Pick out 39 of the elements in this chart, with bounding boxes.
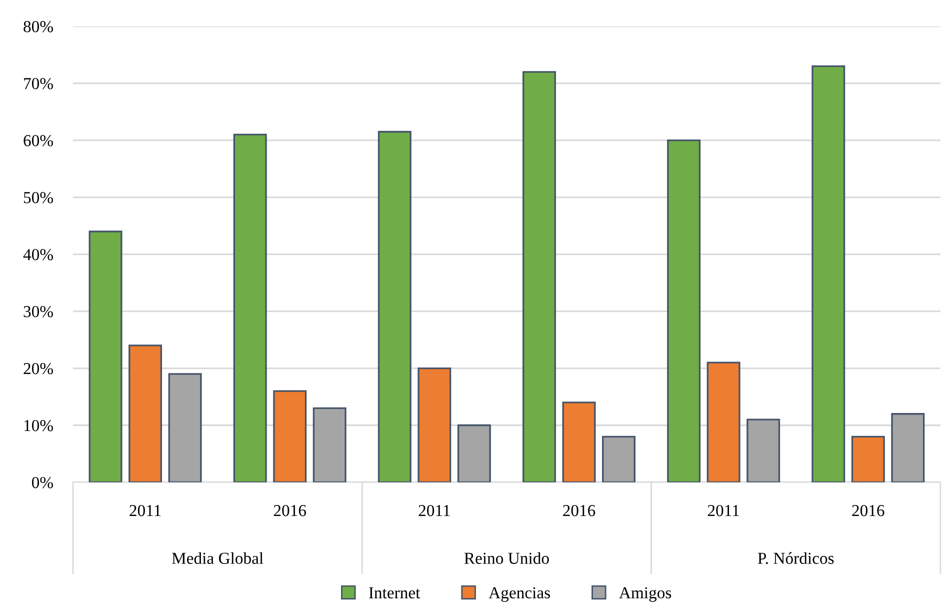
bar xyxy=(746,418,780,482)
bar xyxy=(378,130,412,482)
bar xyxy=(562,402,596,482)
y-tick-label: 10% xyxy=(24,420,53,432)
bar xyxy=(233,134,267,482)
y-tick-label: 80% xyxy=(24,21,53,32)
x-tick-label: 2011 xyxy=(130,504,161,516)
y-tick-label: 60% xyxy=(24,135,53,146)
bar xyxy=(602,436,636,482)
bar xyxy=(851,436,885,482)
bar xyxy=(667,139,701,482)
y-tick-label: 50% xyxy=(24,192,53,204)
y-tick-label: 30% xyxy=(24,306,53,318)
bar xyxy=(168,373,202,482)
x-tick-label: 2016 xyxy=(274,504,306,516)
bar xyxy=(128,344,162,482)
x-tick-label: 2011 xyxy=(708,504,739,516)
bar xyxy=(457,424,491,482)
bar xyxy=(891,413,925,482)
bar xyxy=(312,407,346,482)
x-tick-label: 2016 xyxy=(563,504,596,516)
bar xyxy=(706,362,740,482)
bar xyxy=(522,71,556,482)
y-tick-label: 0% xyxy=(32,476,53,488)
bar xyxy=(812,65,846,482)
bar xyxy=(418,367,452,482)
y-tick-label: 70% xyxy=(24,78,53,90)
y-tick-label: 40% xyxy=(23,248,53,260)
text: Media Global xyxy=(172,552,264,564)
bar xyxy=(88,230,122,482)
legend-label: Agencias xyxy=(488,587,550,602)
legend-label: Internet xyxy=(368,587,420,598)
bar xyxy=(273,390,307,482)
text: Reino Unido xyxy=(464,552,549,564)
x-tick-label: 2016 xyxy=(852,504,884,516)
x-tick-label: 2011 xyxy=(418,504,450,516)
legend-label: Amigos xyxy=(619,587,672,602)
y-tick-label: 20% xyxy=(24,362,53,374)
text: P. Nórdicos xyxy=(758,552,834,564)
